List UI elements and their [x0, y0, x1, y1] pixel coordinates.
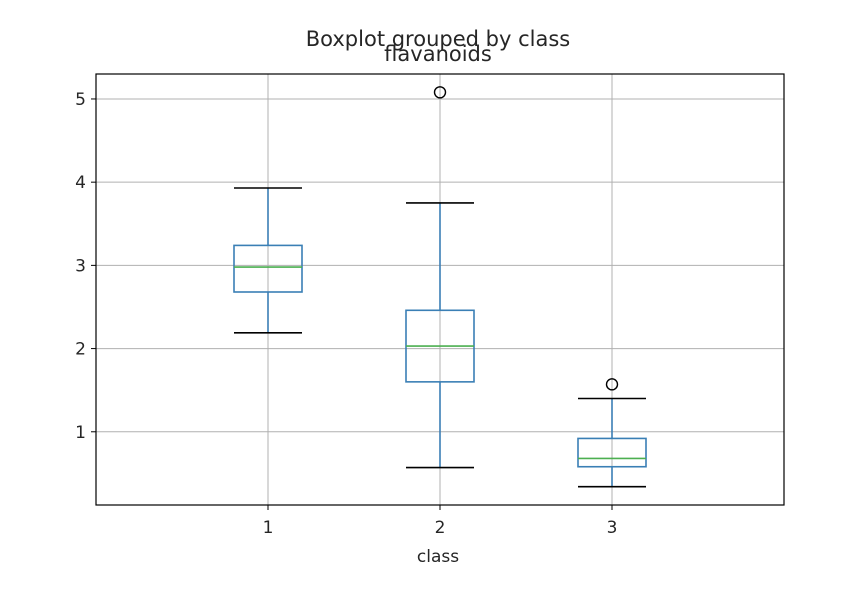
x-axis-ticks: 1 2 3 — [263, 505, 618, 538]
iqr-box — [233, 244, 303, 293]
y-tick-label: 5 — [75, 90, 86, 110]
y-axis-ticks: 1 2 3 4 5 — [75, 90, 96, 443]
box-group — [577, 378, 647, 488]
outlier-point — [605, 378, 619, 391]
y-tick-label: 4 — [75, 173, 86, 193]
x-tick-label: 2 — [435, 518, 446, 538]
y-tick-label: 3 — [75, 256, 86, 276]
y-tick-label: 2 — [75, 340, 86, 360]
x-axis-label: class — [417, 547, 459, 567]
box-group — [233, 187, 303, 334]
box-group — [405, 86, 475, 469]
y-tick-label: 1 — [75, 423, 86, 443]
axes-title: flavanoids — [384, 42, 492, 66]
x-tick-label: 1 — [263, 518, 274, 538]
iqr-box — [577, 437, 647, 468]
outlier-point — [433, 86, 447, 99]
boxplot-series — [233, 86, 647, 488]
x-tick-label: 3 — [607, 518, 618, 538]
axes-frame — [95, 73, 785, 506]
figure-suptitle: Boxplot grouped by class — [306, 27, 570, 51]
